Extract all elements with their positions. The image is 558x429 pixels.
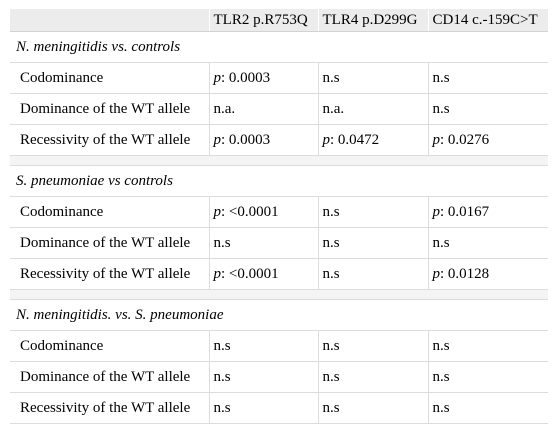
cell-value: n.s <box>322 203 340 220</box>
table-cell: n.s <box>427 227 548 259</box>
cell-value: : 0.0472 <box>330 131 380 148</box>
cell-value: n.s <box>322 265 340 282</box>
header-cd14: CD14 c.-159C>T <box>427 9 548 32</box>
table-cell: n.s <box>317 361 428 393</box>
section-title-row: S. pneumoniae vs controls <box>10 165 548 197</box>
cell-value: n.s <box>432 234 450 251</box>
table-cell: p: 0.0167 <box>427 196 548 228</box>
row-label: Recessivity of the WT allele <box>10 392 209 424</box>
cell-value: n.s <box>213 368 231 385</box>
table-row: Dominance of the WT allele n.s n.s n.s <box>10 227 548 259</box>
row-label: Dominance of the WT allele <box>10 361 209 393</box>
section-title: N. meningitidis vs. controls <box>10 31 548 63</box>
table-row: Codominance p: <0.0001 n.s p: 0.0167 <box>10 196 548 228</box>
table-row: Recessivity of the WT allele p: <0.0001 n.… <box>10 258 548 290</box>
table-cell: n.s <box>317 330 428 362</box>
cell-value: : <0.0001 <box>221 265 279 282</box>
spacer-cell <box>10 289 548 300</box>
table-cell: n.s <box>427 361 548 393</box>
cell-value: n.s <box>432 100 450 117</box>
table-cell: n.s <box>317 227 428 259</box>
cell-value: n.s <box>432 337 450 354</box>
table-cell: n.s <box>208 361 318 393</box>
cell-value: n.s <box>432 368 450 385</box>
p-value-symbol: p <box>432 131 441 148</box>
row-label: Recessivity of the WT allele <box>10 124 209 156</box>
table-row: Dominance of the WT allele n.s n.s n.s <box>10 361 548 393</box>
cell-value: n.s <box>322 69 340 86</box>
cell-value: : 0.0276 <box>440 131 490 148</box>
p-value-symbol: p <box>213 265 222 282</box>
cell-value: n.s <box>322 368 340 385</box>
header-tlr2: TLR2 p.R753Q <box>208 9 318 32</box>
table-cell: n.a. <box>208 93 318 125</box>
p-value-symbol: p <box>432 203 441 220</box>
p-value-symbol: p <box>213 203 222 220</box>
cell-value: n.s <box>322 399 340 416</box>
table-cell: p: 0.0128 <box>427 258 548 290</box>
table-cell: n.s <box>317 392 428 424</box>
row-label: Codominance <box>10 62 209 94</box>
row-label: Codominance <box>10 330 209 362</box>
table-cell: n.a. <box>317 93 428 125</box>
cell-value: n.a. <box>213 100 236 117</box>
table-cell: n.s <box>317 196 428 228</box>
p-value-symbol: p <box>322 131 331 148</box>
table-cell: p: <0.0001 <box>208 258 318 290</box>
cell-value: : 0.0003 <box>221 131 271 148</box>
table-cell: p: 0.0003 <box>208 124 318 156</box>
table-cell: n.s <box>427 392 548 424</box>
row-label: Recessivity of the WT allele <box>10 258 209 290</box>
table-row: Recessivity of the WT allele p: 0.0003 p: … <box>10 124 548 156</box>
p-value-symbol: p <box>432 265 441 282</box>
cell-value: n.s <box>213 234 231 251</box>
section-title-row: N. meningitidis. vs. S. pneumoniae <box>10 299 548 331</box>
cell-value: : 0.0003 <box>221 69 271 86</box>
table-cell: n.s <box>208 330 318 362</box>
cell-value: n.s <box>213 337 231 354</box>
cell-value: n.s <box>432 399 450 416</box>
table-cell: n.s <box>317 62 428 94</box>
row-label: Codominance <box>10 196 209 228</box>
section-title: N. meningitidis. vs. S. pneumoniae <box>10 299 548 331</box>
table-row: Codominance p: 0.0003 n.s n.s <box>10 62 548 94</box>
cell-value: n.s <box>432 69 450 86</box>
cell-value: : 0.0167 <box>440 203 490 220</box>
table-cell: p: 0.0472 <box>317 124 428 156</box>
cell-value: n.s <box>213 399 231 416</box>
header-tlr4: TLR4 p.D299G <box>317 9 428 32</box>
cell-value: n.a. <box>322 100 345 117</box>
table-row: Recessivity of the WT allele n.s n.s n.s <box>10 392 548 424</box>
table-cell: n.s <box>427 330 548 362</box>
table-cell: n.s <box>427 93 548 125</box>
cell-value: n.s <box>322 234 340 251</box>
header-empty-cell <box>10 9 209 32</box>
p-value-symbol: p <box>213 69 222 86</box>
table-header-row: TLR2 p.R753Q TLR4 p.D299G CD14 c.-159C>T <box>10 9 548 32</box>
table-cell: n.s <box>208 227 318 259</box>
section-spacer <box>10 155 548 166</box>
cell-value: : 0.0128 <box>440 265 490 282</box>
section-title-row: N. meningitidis vs. controls <box>10 31 548 63</box>
table-cell: n.s <box>208 392 318 424</box>
association-table: TLR2 p.R753Q TLR4 p.D299G CD14 c.-159C>T… <box>10 9 548 424</box>
row-label: Dominance of the WT allele <box>10 227 209 259</box>
table-row: Dominance of the WT allele n.a. n.a. n.s <box>10 93 548 125</box>
table-cell: n.s <box>427 62 548 94</box>
table-row: Codominance n.s n.s n.s <box>10 330 548 362</box>
cell-value: : <0.0001 <box>221 203 279 220</box>
spacer-cell <box>10 155 548 166</box>
table-cell: p: <0.0001 <box>208 196 318 228</box>
table-cell: n.s <box>317 258 428 290</box>
section-spacer <box>10 289 548 300</box>
row-label: Dominance of the WT allele <box>10 93 209 125</box>
p-value-symbol: p <box>213 131 222 148</box>
section-title: S. pneumoniae vs controls <box>10 165 548 197</box>
table-cell: p: 0.0003 <box>208 62 318 94</box>
cell-value: n.s <box>322 337 340 354</box>
table-cell: p: 0.0276 <box>427 124 548 156</box>
